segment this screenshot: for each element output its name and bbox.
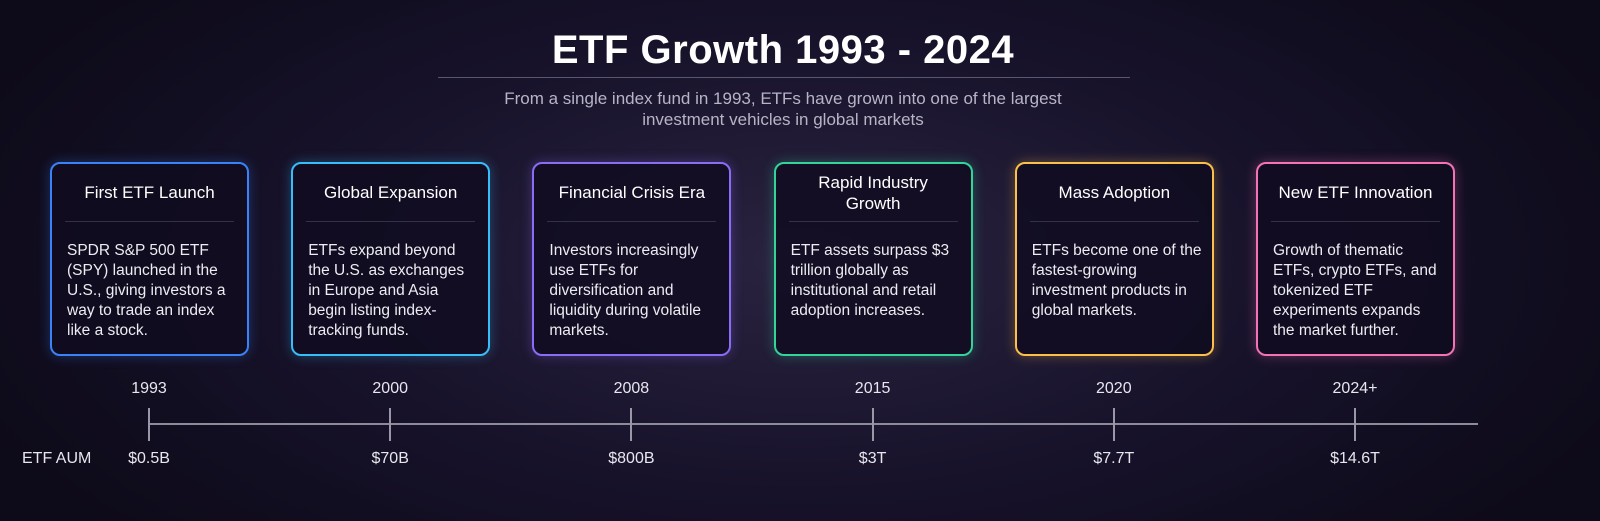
milestone-card: New ETF Innovation Growth of thematic ET… xyxy=(1256,162,1455,356)
timeline-axis xyxy=(149,423,1478,425)
timeline-year: 2000 xyxy=(372,380,408,397)
aum-value: $800B xyxy=(608,450,655,467)
timeline-year: 2024+ xyxy=(1332,380,1378,397)
milestone-card: Financial Crisis Era Investors increasin… xyxy=(532,162,732,356)
milestone-card: Mass Adoption ETFs become one of the fas… xyxy=(1014,162,1214,356)
milestone-title: Financial Crisis Era xyxy=(558,183,706,202)
milestone-card: Rapid Industry Growth ETF assets surpass… xyxy=(773,162,973,356)
aum-value: $70B xyxy=(371,450,409,467)
milestone-card: Global Expansion ETFs expand beyond the … xyxy=(291,162,491,356)
card-divider xyxy=(65,221,234,222)
card-divider xyxy=(306,221,476,222)
aum-value: $3T xyxy=(858,450,887,467)
card-divider xyxy=(547,221,717,222)
subtitle-line: investment vehicles in global markets xyxy=(642,110,924,129)
aum-value: $14.6T xyxy=(1330,450,1380,467)
milestone-title: First ETF Launch xyxy=(84,183,215,202)
milestone-card: First ETF Launch SPDR S&P 500 ETF (SPY) … xyxy=(50,162,249,356)
card-divider xyxy=(788,221,958,222)
milestone-title: Rapid Industry Growth xyxy=(818,172,928,213)
title-divider xyxy=(438,77,1130,78)
card-divider xyxy=(1271,221,1440,222)
timeline-tick xyxy=(1354,408,1356,441)
milestone-description: ETFs expand beyond the U.S. as exchanges… xyxy=(308,242,465,339)
milestone-description: SPDR S&P 500 ETF (SPY) launched in the U… xyxy=(67,242,226,339)
timeline-tick xyxy=(630,408,633,441)
timeline-year: 2015 xyxy=(854,380,891,397)
milestone-description: Growth of thematic ETFs, crypto ETFs, an… xyxy=(1273,242,1437,339)
milestone-title: Mass Adoption xyxy=(1058,183,1171,202)
subtitle: From a single index fund in 1993, ETFs h… xyxy=(383,88,1183,130)
milestone-description: ETF assets surpass $3 trillion globally … xyxy=(790,242,950,319)
page-title: ETF Growth 1993 - 2024 xyxy=(551,28,1015,72)
milestone-title: Global Expansion xyxy=(324,183,458,202)
aum-label: ETF AUM xyxy=(22,450,92,467)
timeline-tick xyxy=(148,408,150,441)
subtitle-line: From a single index fund in 1993, ETFs h… xyxy=(504,89,1062,108)
timeline-year: 2020 xyxy=(1096,380,1132,397)
timeline-year: 1993 xyxy=(131,380,167,397)
timeline-year: 2008 xyxy=(613,380,650,397)
aum-value: $7.7T xyxy=(1093,450,1135,467)
timeline-tick xyxy=(871,408,874,441)
milestone-description: Investors increasingly use ETFs for dive… xyxy=(549,242,702,339)
timeline-tick xyxy=(1112,408,1115,441)
card-divider xyxy=(1029,221,1199,222)
milestone-title: New ETF Innovation xyxy=(1278,183,1433,202)
milestone-description: ETFs become one of the fastest-growing i… xyxy=(1031,242,1202,319)
timeline-tick xyxy=(389,408,392,441)
aum-value: $0.5B xyxy=(128,450,170,467)
